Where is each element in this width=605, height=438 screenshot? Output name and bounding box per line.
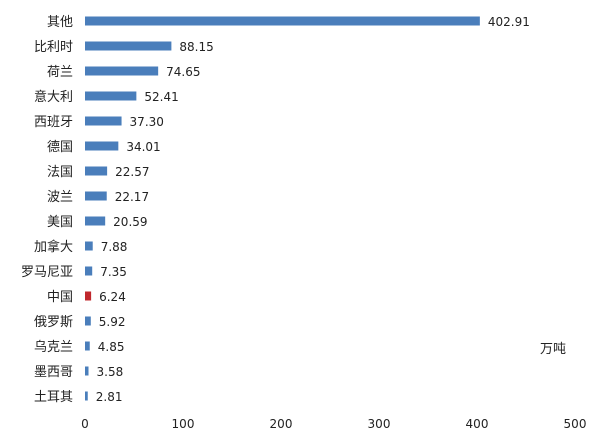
bar-15	[85, 391, 88, 401]
value-label: 20.59	[113, 215, 147, 229]
x-tick-label: 300	[368, 417, 391, 431]
value-label: 5.92	[99, 315, 126, 329]
category-label: 德国	[47, 140, 73, 155]
bar-11	[85, 291, 92, 301]
category-label: 罗马尼亚	[21, 265, 73, 280]
x-tick-label: 400	[466, 417, 489, 431]
x-tick-labels-group: 0 100 200 300 400 500	[81, 417, 586, 431]
x-tick-label: 500	[564, 417, 587, 431]
category-label: 比利时	[34, 40, 73, 55]
category-label: 美国	[47, 215, 73, 230]
category-label: 加拿大	[34, 239, 73, 255]
value-label: 34.01	[126, 140, 160, 154]
bar-6	[85, 166, 108, 176]
category-label: 俄罗斯	[34, 315, 73, 330]
category-label: 荷兰	[47, 65, 73, 80]
bar-13	[85, 341, 90, 351]
category-label: 法国	[47, 165, 73, 180]
bar-7	[85, 191, 107, 201]
x-tick-label: 200	[270, 417, 293, 431]
value-label: 7.35	[100, 265, 127, 279]
value-label: 22.17	[115, 190, 149, 204]
value-label: 22.57	[115, 165, 149, 179]
bar-0	[85, 16, 480, 26]
value-label: 88.15	[179, 40, 213, 54]
bar-12	[85, 316, 91, 326]
bar-4	[85, 116, 122, 126]
value-label: 37.30	[130, 115, 164, 129]
category-labels-group: 其他比利时荷兰意大利西班牙德国法国波兰美国加拿大罗马尼亚中国俄罗斯乌克兰墨西哥土…	[21, 15, 73, 405]
category-label: 墨西哥	[34, 365, 73, 380]
bar-2	[85, 66, 159, 76]
x-tick-label: 100	[172, 417, 195, 431]
category-label: 波兰	[47, 190, 73, 205]
value-label: 74.65	[166, 65, 200, 79]
bar-10	[85, 266, 93, 276]
category-label: 乌克兰	[34, 339, 73, 355]
bar-1	[85, 41, 172, 51]
value-label: 402.91	[488, 15, 530, 29]
x-tick-label: 0	[81, 417, 89, 431]
bar-9	[85, 241, 93, 251]
bar-8	[85, 216, 106, 226]
bar-14	[85, 366, 89, 376]
value-label: 2.81	[96, 390, 123, 404]
bar-3	[85, 91, 137, 101]
unit-label: 万吨	[540, 342, 566, 357]
bar-5	[85, 141, 119, 151]
bars-group	[85, 16, 480, 401]
category-label: 意大利	[34, 89, 73, 105]
category-label: 其他	[47, 15, 73, 30]
value-label: 7.88	[101, 240, 128, 254]
value-label: 3.58	[97, 365, 124, 379]
value-label: 4.85	[98, 340, 125, 354]
category-label: 中国	[47, 290, 73, 305]
category-label: 西班牙	[34, 115, 73, 130]
value-labels-group: 402.91 88.15 74.65 52.41 37.30 34.01 22.57 22.1…	[96, 15, 530, 404]
value-label: 52.41	[144, 90, 178, 104]
category-label: 土耳其	[34, 390, 73, 405]
value-label: 6.24	[99, 290, 126, 304]
